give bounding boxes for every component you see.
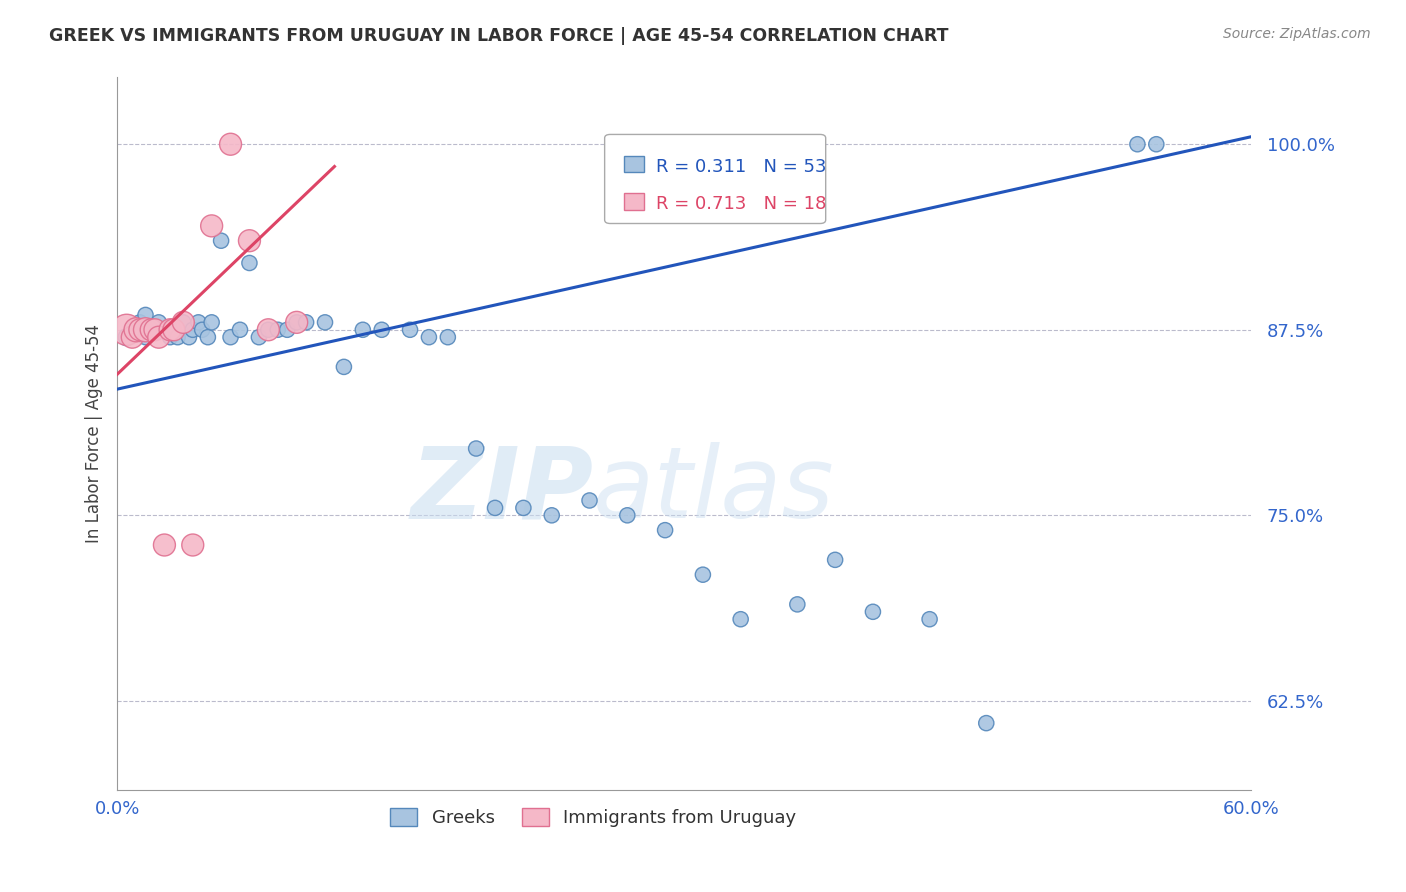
Point — [654, 523, 676, 537]
Point — [191, 323, 214, 337]
Point — [238, 234, 260, 248]
Point — [314, 315, 336, 329]
Point — [512, 500, 534, 515]
Point — [578, 493, 600, 508]
Text: GREEK VS IMMIGRANTS FROM URUGUAY IN LABOR FORCE | AGE 45-54 CORRELATION CHART: GREEK VS IMMIGRANTS FROM URUGUAY IN LABO… — [49, 27, 949, 45]
Point — [163, 323, 186, 337]
Point — [148, 330, 170, 344]
Point — [285, 315, 308, 329]
Legend: Greeks, Immigrants from Uruguay: Greeks, Immigrants from Uruguay — [382, 800, 804, 834]
Point — [219, 330, 242, 344]
Point — [187, 315, 209, 329]
Point — [197, 330, 219, 344]
Point — [219, 137, 242, 152]
Point — [159, 323, 181, 337]
Point — [172, 315, 194, 329]
Text: R = 0.713   N = 18: R = 0.713 N = 18 — [655, 195, 825, 213]
Point — [399, 323, 422, 337]
Point — [172, 315, 194, 329]
Point — [418, 330, 440, 344]
Point — [159, 330, 181, 344]
Point — [257, 323, 280, 337]
Text: ZIP: ZIP — [411, 442, 593, 539]
Point — [177, 330, 200, 344]
Point — [824, 553, 846, 567]
Point — [121, 330, 143, 344]
Point — [238, 256, 260, 270]
Point — [257, 323, 280, 337]
Point — [437, 330, 460, 344]
Point — [786, 598, 808, 612]
Point — [201, 315, 224, 329]
Point — [229, 323, 252, 337]
Point — [143, 323, 166, 337]
Point — [974, 716, 997, 731]
Point — [141, 323, 163, 337]
Point — [181, 323, 204, 337]
Point — [128, 315, 150, 329]
Point — [730, 612, 752, 626]
Point — [247, 330, 270, 344]
Point — [616, 508, 638, 523]
Point — [1144, 137, 1167, 152]
Point — [209, 234, 232, 248]
Point — [135, 330, 157, 344]
Point — [333, 359, 356, 374]
Point — [135, 323, 157, 337]
Point — [128, 323, 150, 337]
Point — [370, 323, 392, 337]
Point — [153, 538, 176, 552]
Point — [862, 605, 884, 619]
Point — [115, 323, 138, 337]
Point — [121, 323, 143, 337]
Point — [125, 323, 148, 337]
Point — [1126, 137, 1149, 152]
Point — [285, 315, 308, 329]
Point — [141, 323, 163, 337]
Point — [201, 219, 224, 233]
Point — [918, 612, 941, 626]
Point — [125, 323, 148, 337]
FancyBboxPatch shape — [624, 156, 644, 172]
Point — [267, 323, 290, 337]
Point — [540, 508, 562, 523]
Point — [484, 500, 506, 515]
Point — [115, 330, 138, 344]
Point — [135, 308, 157, 322]
Y-axis label: In Labor Force | Age 45-54: In Labor Force | Age 45-54 — [86, 324, 103, 543]
Point — [153, 323, 176, 337]
Text: atlas: atlas — [593, 442, 835, 539]
Point — [163, 323, 186, 337]
Point — [276, 323, 298, 337]
Point — [692, 567, 714, 582]
Point — [166, 330, 188, 344]
FancyBboxPatch shape — [605, 135, 825, 224]
Text: Source: ZipAtlas.com: Source: ZipAtlas.com — [1223, 27, 1371, 41]
Point — [148, 315, 170, 329]
Point — [181, 538, 204, 552]
Point — [465, 442, 488, 456]
Text: R = 0.311   N = 53: R = 0.311 N = 53 — [655, 158, 827, 176]
Point — [295, 315, 318, 329]
FancyBboxPatch shape — [624, 194, 644, 211]
Point — [143, 323, 166, 337]
Point — [352, 323, 374, 337]
